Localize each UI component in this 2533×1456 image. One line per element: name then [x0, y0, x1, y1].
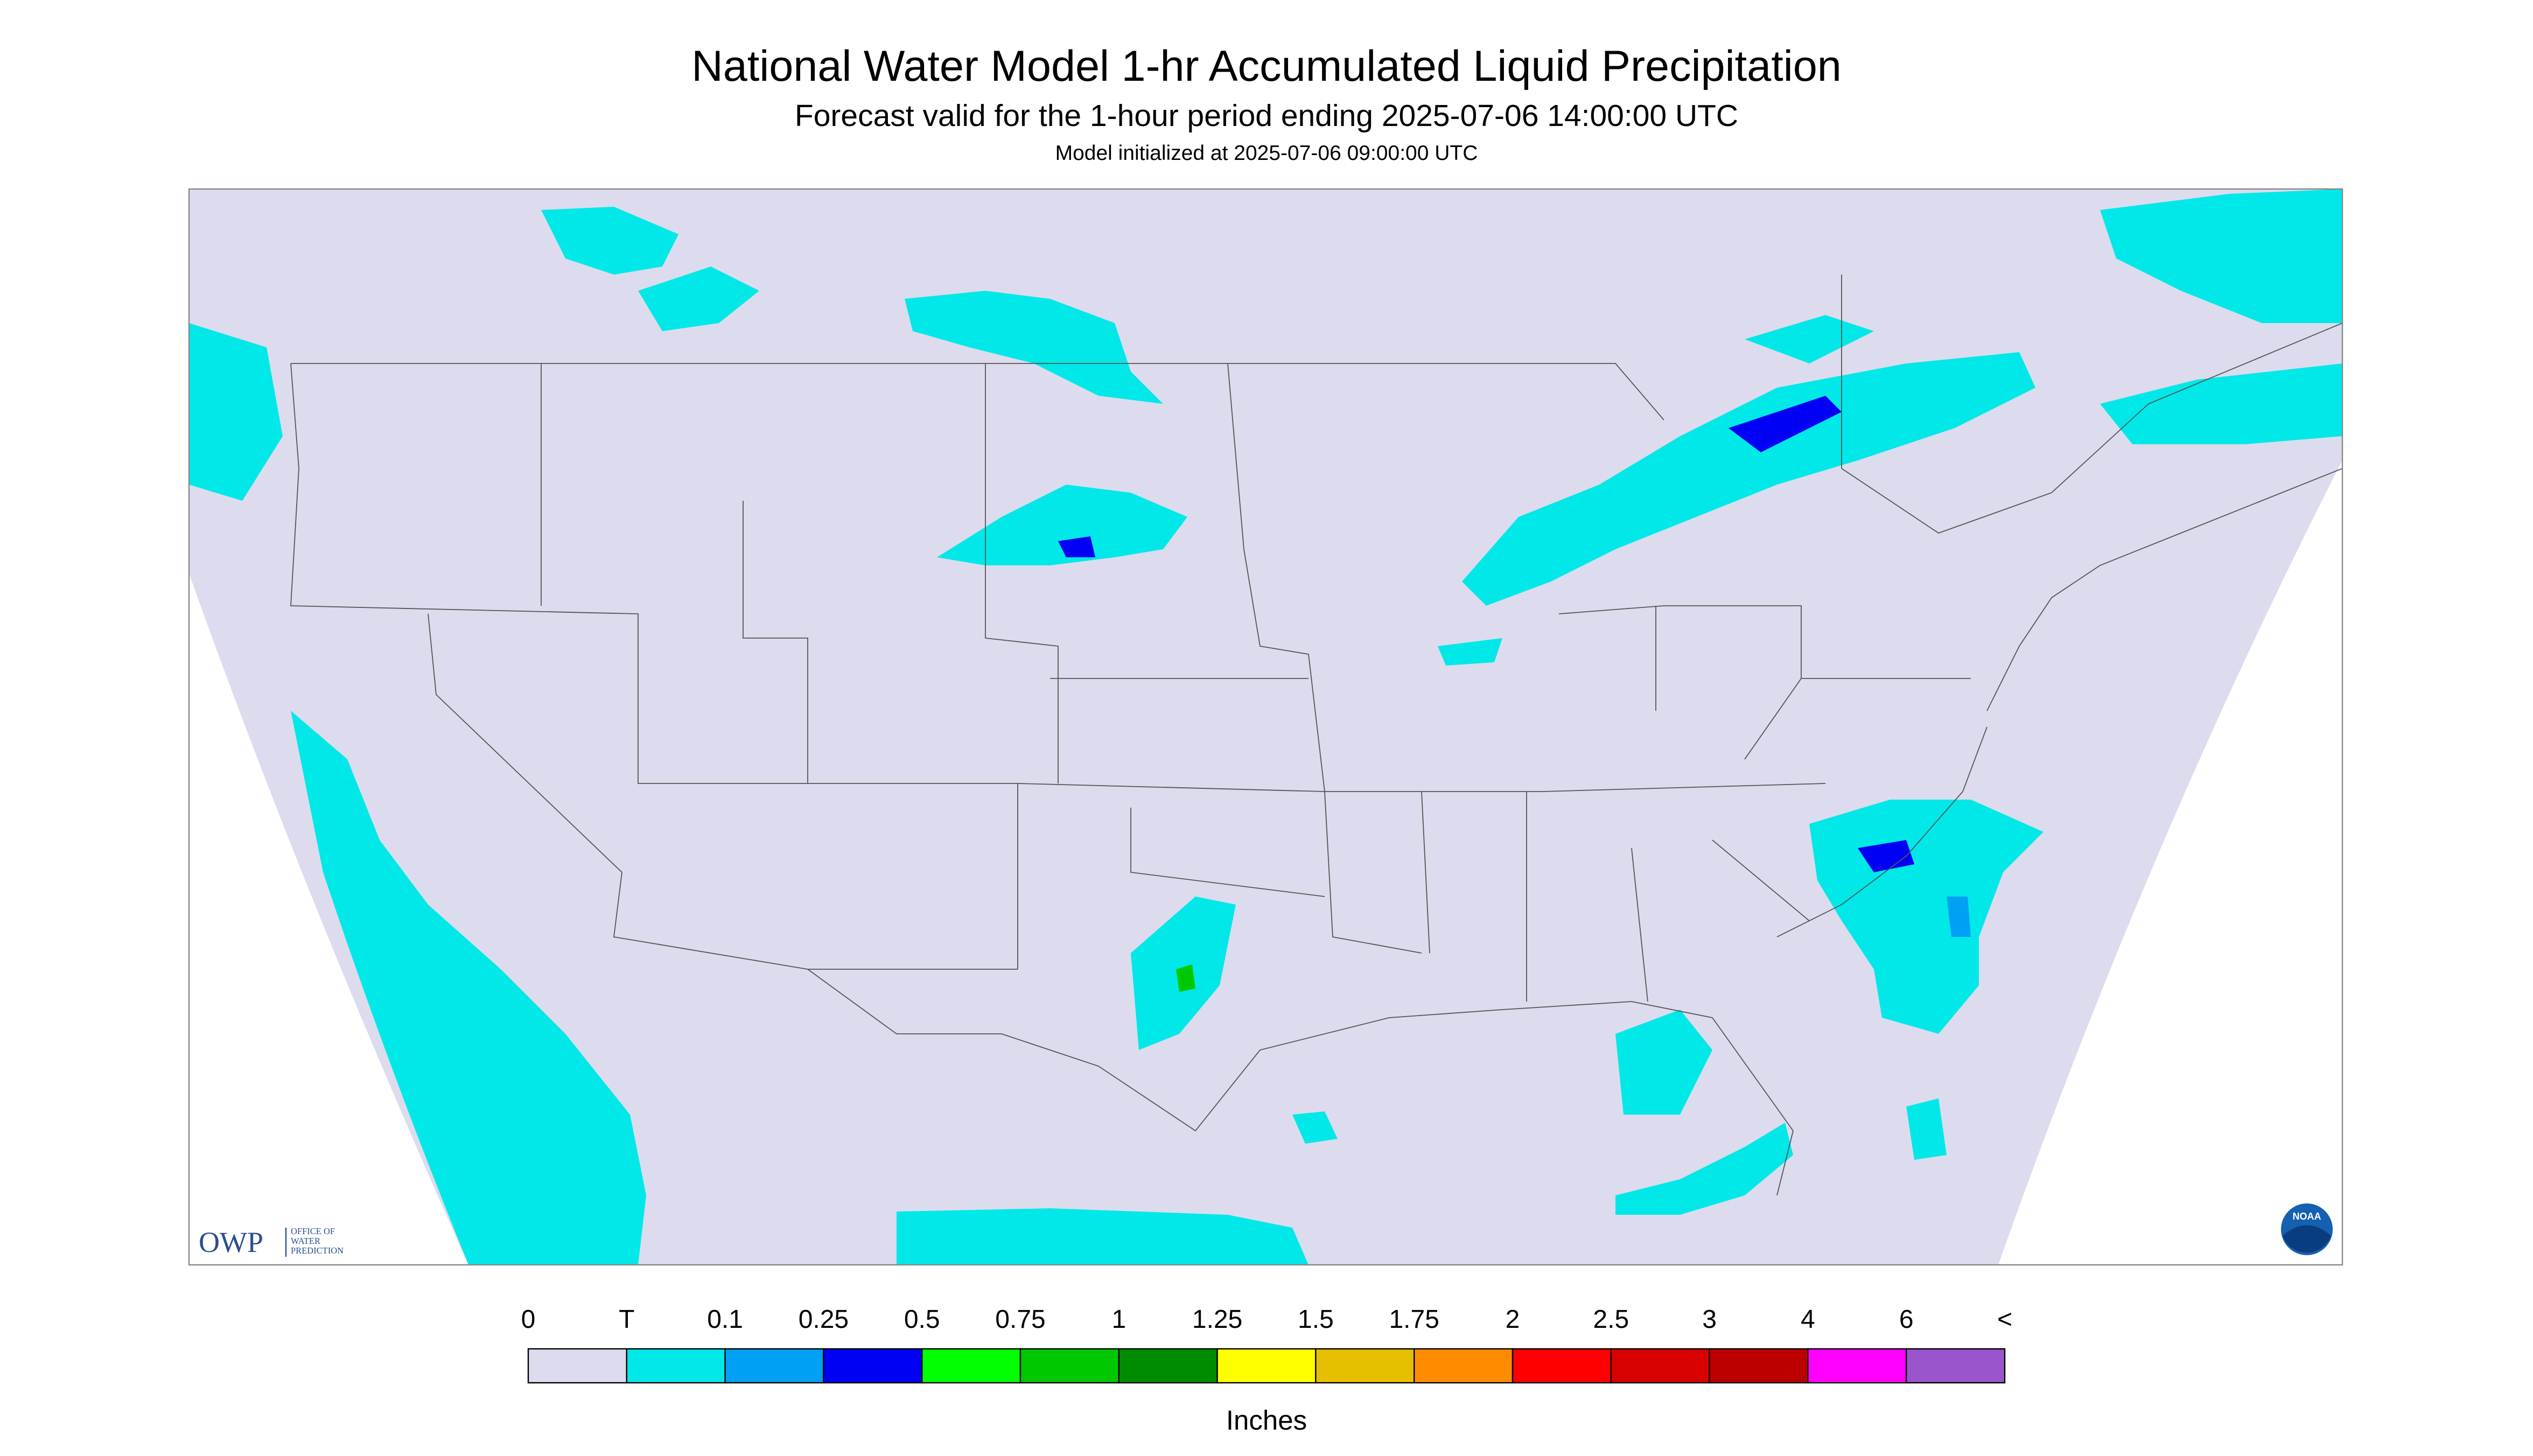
init-note: Model initialized at 2025-07-06 09:00:00… — [1055, 142, 1478, 165]
subtitle: Forecast valid for the 1-hour period end… — [795, 99, 1738, 133]
legend-label: 1.25 — [1192, 1305, 1242, 1334]
legend-swatch — [1512, 1348, 1612, 1384]
legend-swatch — [1216, 1348, 1317, 1384]
legend-label: 0.1 — [707, 1305, 743, 1334]
owp-logo: OWP OFFICE OF WATER PREDICTION — [199, 1226, 344, 1258]
legend-swatch — [1414, 1348, 1514, 1384]
legend-label: 4 — [1801, 1305, 1815, 1334]
noaa-wave — [2283, 1225, 2331, 1253]
owp-full-line: WATER — [291, 1236, 320, 1246]
legend-label: < — [1997, 1305, 2012, 1334]
legend-swatch — [527, 1348, 628, 1384]
title: National Water Model 1-hr Accumulated Li… — [691, 42, 1842, 90]
legend-swatch — [1610, 1348, 1710, 1384]
legend-label: 1 — [1111, 1305, 1126, 1334]
legend-swatch — [1019, 1348, 1120, 1384]
boundaries — [290, 275, 2343, 1196]
owp-text: OWP — [199, 1226, 263, 1258]
legend: Inches 0 T 0.1 0.25 0.5 0.75 1 1.25 1.5 1.75 2 2.5 3… — [521, 1305, 2012, 1436]
legend-label: 3 — [1702, 1305, 1717, 1334]
owp-full-line: OFFICE OF — [291, 1226, 335, 1236]
map-frame — [188, 188, 2343, 1266]
legend-swatch — [1905, 1348, 2006, 1384]
legend-label: 6 — [1899, 1305, 1914, 1334]
legend-label: 1.75 — [1389, 1305, 1439, 1334]
legend-swatch — [823, 1348, 923, 1384]
legend-label: 1.5 — [1298, 1305, 1334, 1334]
owp-full-line: PREDICTION — [291, 1245, 344, 1256]
legend-swatch — [1315, 1348, 1415, 1384]
legend-label: T — [619, 1305, 634, 1334]
legend-label: 0.75 — [995, 1305, 1045, 1334]
legend-label: 0 — [521, 1305, 536, 1334]
legend-label: 2.5 — [1593, 1305, 1629, 1334]
noaa-text: NOAA — [2293, 1211, 2321, 1222]
legend-swatch — [1807, 1348, 1907, 1384]
noaa-logo: NOAA — [2281, 1203, 2333, 1256]
legend-label: 0.25 — [799, 1305, 849, 1334]
legend-swatch — [1709, 1348, 1809, 1384]
legend-swatch — [921, 1348, 1021, 1384]
legend-units: Inches — [1226, 1405, 1307, 1436]
legend-label: 2 — [1506, 1305, 1520, 1334]
legend-swatch — [1118, 1348, 1218, 1384]
legend-swatch — [626, 1348, 726, 1384]
legend-label: 0.5 — [904, 1305, 940, 1334]
legend-swatch — [724, 1348, 824, 1384]
precip-areas — [189, 189, 2342, 1265]
map-area: OWP OFFICE OF WATER PREDICTION NOAA — [188, 188, 2343, 1266]
